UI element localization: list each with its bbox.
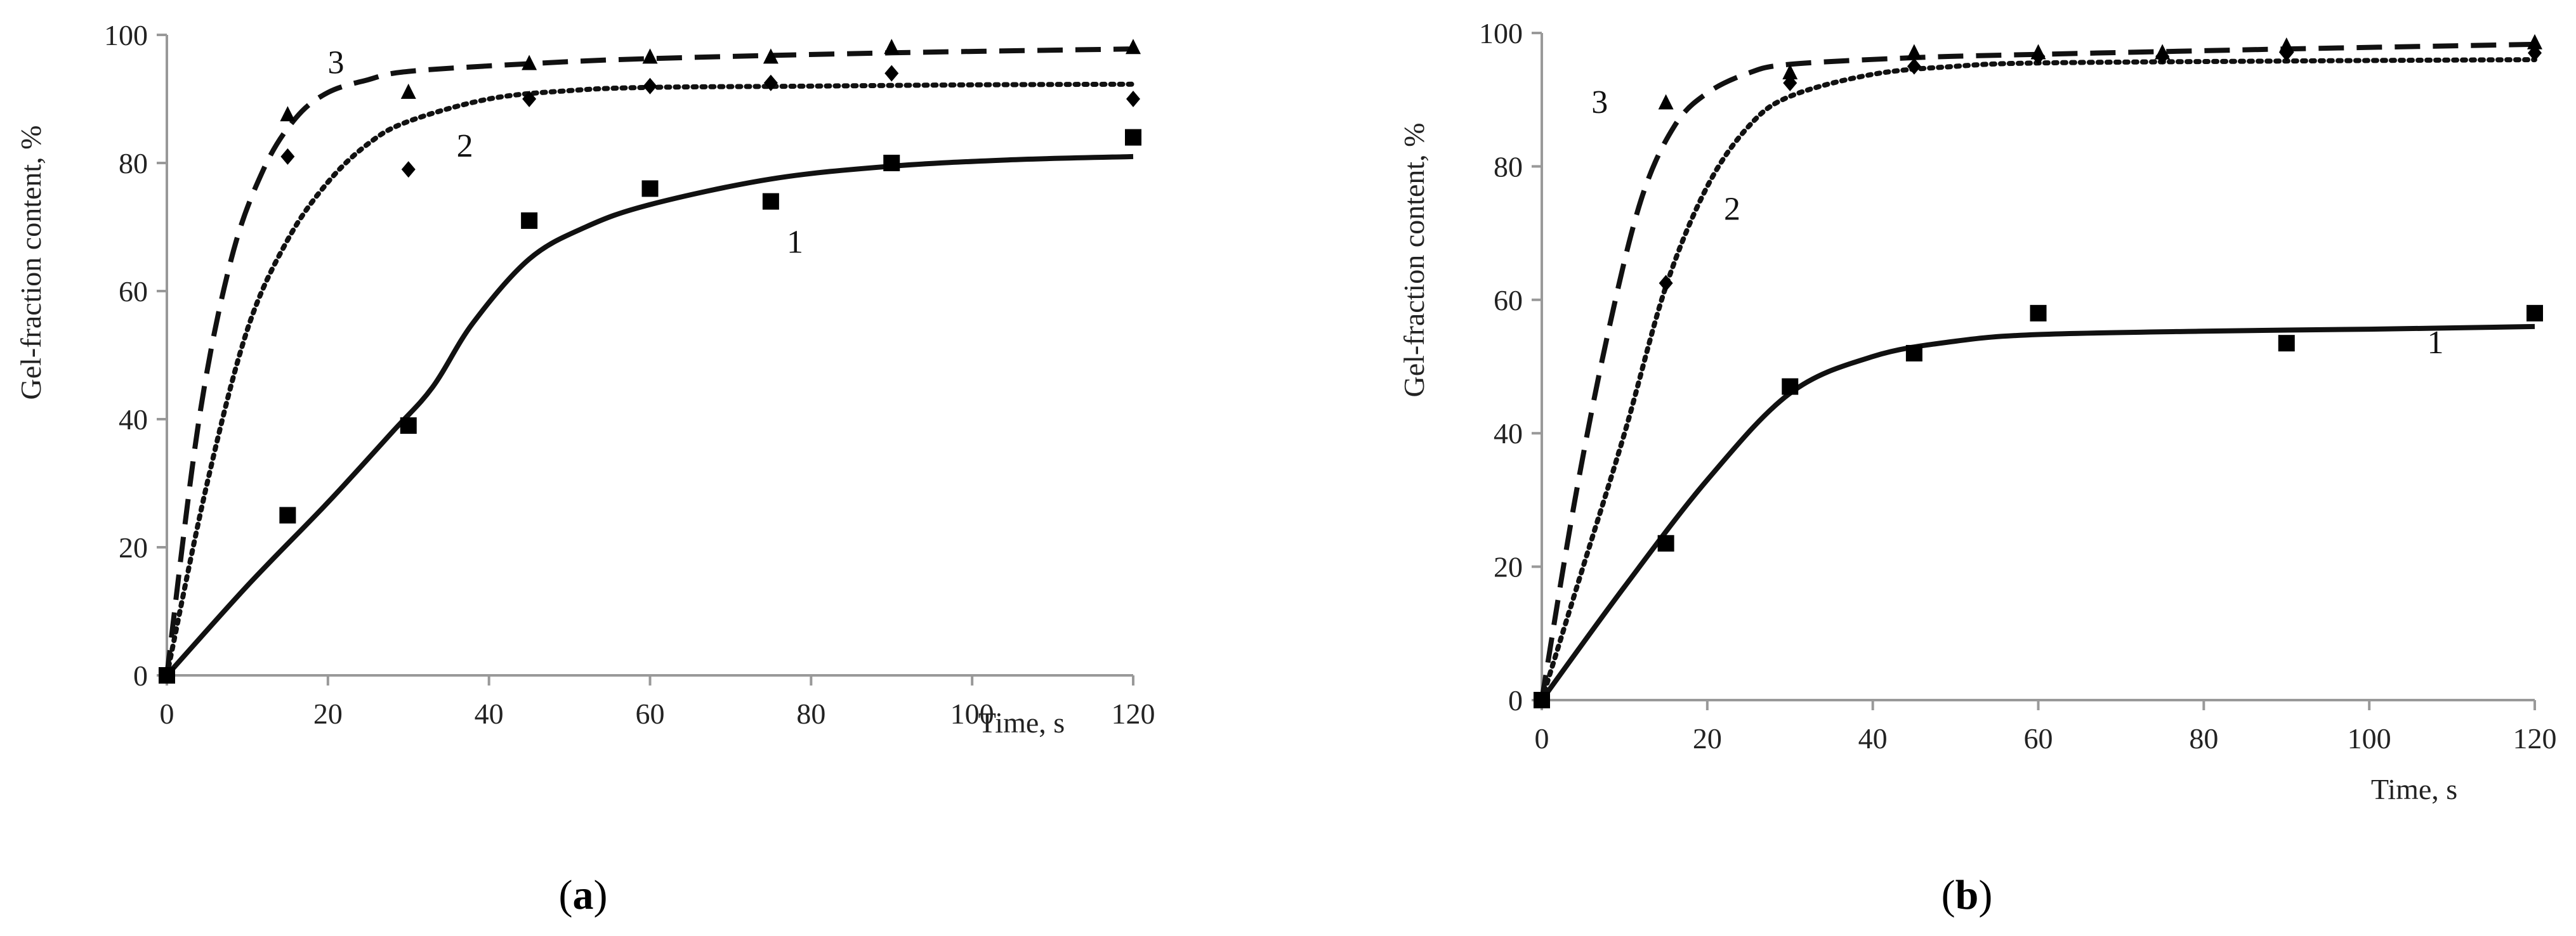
- data-point-series-1: [641, 180, 659, 197]
- data-point-series-3: [1658, 94, 1674, 110]
- data-point-series-1: [2030, 304, 2047, 322]
- x-tick-label: 20: [1693, 722, 1722, 755]
- panel-label-letter: b: [1955, 872, 1979, 918]
- data-point-series-3: [280, 106, 296, 122]
- data-point-series-2: [643, 77, 657, 94]
- data-point-series-1: [762, 193, 779, 210]
- x-tick-label: 20: [313, 698, 343, 730]
- y-tick-label: 80: [1494, 150, 1523, 183]
- data-point-series-3: [159, 666, 174, 682]
- data-point-series-3: [1126, 39, 1141, 55]
- data-point-series-2: [884, 65, 899, 82]
- y-tick-label: 60: [1494, 284, 1523, 316]
- x-tick-label: 40: [1858, 722, 1888, 755]
- fit-curve-2: [164, 81, 1136, 678]
- curve-label-2: 2: [1724, 192, 1740, 228]
- curve-label-3: 3: [1591, 84, 1608, 120]
- x-tick-label: 100: [950, 698, 994, 730]
- data-point-series-3: [2527, 34, 2542, 49]
- y-tick-label: 20: [1494, 551, 1523, 583]
- data-point-series-3: [2030, 44, 2046, 60]
- data-point-series-1: [2527, 304, 2543, 322]
- fit-curve-2: [1539, 57, 2537, 703]
- data-point-series-3: [1782, 64, 1798, 80]
- y-tick-label: 0: [1508, 684, 1523, 717]
- data-point-series-2: [763, 74, 778, 91]
- y-tick-label: 0: [133, 660, 148, 692]
- x-tick-label: 40: [475, 698, 504, 730]
- x-tick-label: 0: [160, 698, 174, 730]
- y-tick-label: 80: [119, 147, 148, 179]
- marker-layer: [159, 39, 1141, 684]
- data-point-series-1: [400, 417, 417, 434]
- x-tick-label: 120: [1112, 698, 1155, 730]
- x-tick-label: 60: [2024, 722, 2053, 755]
- y-axis-title: Gel-fraction content, %: [15, 126, 47, 400]
- x-tick-label: 80: [796, 698, 825, 730]
- data-point-series-3: [2278, 37, 2294, 53]
- data-point-series-2: [522, 91, 537, 107]
- data-point-series-2: [1659, 275, 1673, 292]
- data-point-series-3: [522, 55, 537, 70]
- data-point-series-1: [1905, 344, 1922, 361]
- data-point-series-2: [1907, 58, 1921, 75]
- panel-label-close: ): [1978, 872, 1992, 918]
- data-point-series-2: [1126, 91, 1140, 107]
- curve-label-1: 1: [787, 224, 803, 260]
- fit-curve-layer: [1539, 41, 2537, 703]
- x-axis-title: Time, s: [2371, 773, 2457, 805]
- data-point-series-3: [884, 39, 900, 55]
- data-point-series-2: [280, 148, 295, 165]
- data-point-series-2: [401, 161, 416, 178]
- data-point-series-3: [763, 48, 779, 64]
- x-axis-title: Time, s: [978, 706, 1065, 739]
- tick-layer: 0 20 40 60 80 100 120 0 20 40 60 80 100: [104, 19, 1155, 730]
- fit-curve-3: [1539, 41, 2535, 701]
- data-point-series-3: [1534, 691, 1549, 706]
- x-tick-label: 80: [2189, 722, 2218, 755]
- panel-label-letter: a: [573, 872, 594, 918]
- data-point-series-1: [883, 155, 900, 171]
- y-tick-label: 20: [119, 531, 148, 564]
- fit-curve-1: [165, 153, 1134, 677]
- marker-layer: [1534, 34, 2543, 708]
- x-tick-label: 60: [636, 698, 665, 730]
- panel-label-a: (a): [559, 872, 608, 918]
- curve-label-layer: 1 2 3: [328, 45, 803, 261]
- fit-curve-3: [164, 46, 1134, 676]
- x-tick-label: 120: [2513, 722, 2557, 755]
- data-point-series-3: [2155, 44, 2171, 60]
- data-point-series-3: [1906, 44, 1922, 60]
- y-tick-label: 100: [104, 19, 148, 51]
- panel-label-close: ): [594, 872, 608, 918]
- data-point-series-1: [521, 212, 538, 229]
- panel-label-b: (b): [1942, 872, 1993, 918]
- data-point-series-1: [1782, 378, 1799, 395]
- tick-layer: 0 20 40 60 80 100 120 0 20 40 60 80 100: [1479, 17, 2557, 755]
- y-axis-title: Gel-fraction content, %: [1398, 123, 1430, 398]
- data-point-series-1: [2278, 335, 2295, 352]
- data-point-series-3: [642, 48, 658, 64]
- curve-label-1: 1: [2428, 325, 2444, 361]
- y-tick-label: 40: [1494, 417, 1523, 450]
- data-point-series-1: [1125, 129, 1141, 146]
- data-point-series-1: [1657, 535, 1674, 552]
- curve-label-3: 3: [328, 45, 345, 81]
- panel-label-open: (: [1942, 872, 1955, 918]
- y-tick-label: 40: [119, 403, 148, 436]
- x-tick-label: 100: [2348, 722, 2391, 755]
- data-point-series-1: [279, 507, 296, 524]
- fit-curve-layer: [164, 46, 1136, 678]
- curve-label-layer: 1 2 3: [1591, 84, 2443, 361]
- fit-curve-1: [1539, 323, 2535, 702]
- x-tick-label: 0: [1535, 722, 1549, 755]
- y-tick-label: 100: [1479, 17, 1523, 49]
- panel-label-open: (: [559, 872, 573, 918]
- y-tick-label: 60: [119, 275, 148, 308]
- curve-label-2: 2: [457, 128, 473, 164]
- data-point-series-3: [400, 83, 416, 99]
